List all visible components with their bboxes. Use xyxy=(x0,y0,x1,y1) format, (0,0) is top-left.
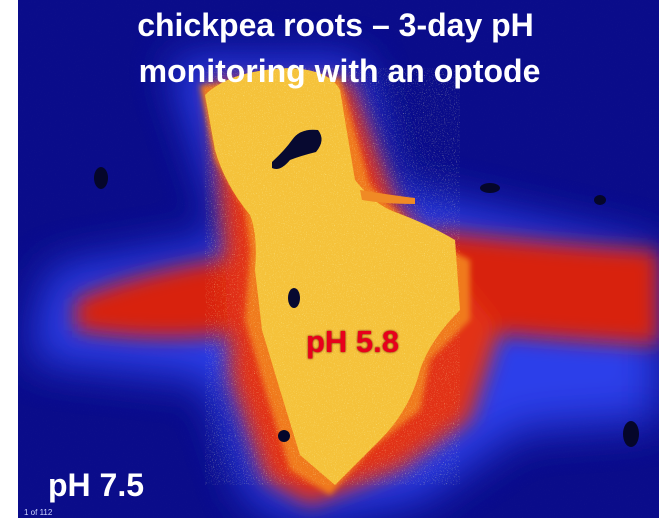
slide-title-line-1: chickpea roots – 3-day pH xyxy=(137,7,534,43)
slide-title-line-2: monitoring with an optode xyxy=(138,53,541,89)
slide-counter: 1 of 112 xyxy=(24,508,53,517)
dark-spots xyxy=(94,129,639,447)
lateral-root xyxy=(360,190,415,204)
root-core xyxy=(205,68,460,485)
root-ph-label: pH 5.8 xyxy=(306,324,400,359)
soil-ph-label: pH 7.5 xyxy=(48,467,145,503)
